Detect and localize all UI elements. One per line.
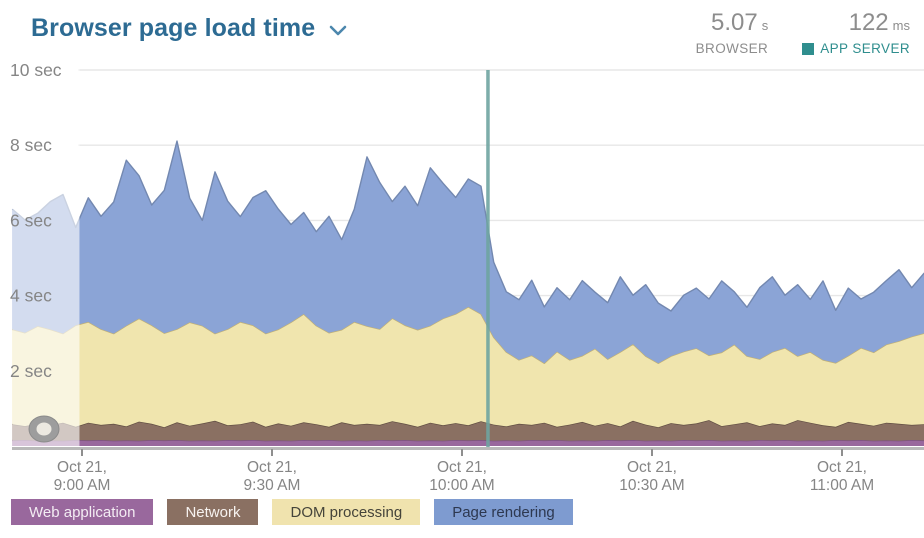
widget-header: Browser page load time 5.07 s BROWSER 122… [0, 0, 924, 57]
legend-page-rendering[interactable]: Page rendering [434, 499, 573, 525]
legend-web-application[interactable]: Web application [11, 499, 154, 525]
faded-history-region [12, 69, 80, 447]
x-tick-label: 9:00 AM [54, 477, 111, 494]
chart-legend: Web application Network DOM processing P… [11, 499, 573, 525]
browser-label: BROWSER [695, 41, 769, 56]
summary-metrics: 5.07 s BROWSER 122 ms APP SERVER [695, 9, 910, 57]
chevron-down-icon [329, 25, 347, 36]
browser-value: 5.07 s [710, 9, 769, 36]
legend-network[interactable]: Network [167, 499, 259, 525]
app-server-label: APP SERVER [802, 41, 910, 56]
x-tick-label: Oct 21, [627, 459, 677, 476]
x-tick-label: Oct 21, [817, 459, 867, 476]
time-window-handle-center [36, 422, 52, 436]
x-tick-label: 9:30 AM [244, 477, 301, 494]
x-tick-label: Oct 21, [247, 459, 297, 476]
x-tick-label: 10:00 AM [429, 477, 495, 494]
area-page-rendering [12, 141, 924, 364]
legend-dom-processing[interactable]: DOM processing [272, 499, 421, 525]
app-server-value: 122 ms [848, 9, 910, 36]
y-tick-label: 2 sec [10, 361, 52, 381]
y-tick-label: 8 sec [10, 135, 52, 155]
x-axis-line [12, 447, 924, 450]
area-dom-processing [12, 306, 924, 428]
app-server-swatch-icon [802, 42, 815, 55]
edge-page-rendering [11, 140, 924, 312]
x-tick-label: 10:30 AM [619, 477, 685, 494]
metric-browser[interactable]: 5.07 s BROWSER [695, 9, 769, 57]
x-tick-label: 11:00 AM [810, 477, 874, 494]
chart-title-dropdown[interactable]: Browser page load time [31, 14, 347, 43]
y-tick-label: 4 sec [10, 286, 52, 306]
metric-app-server[interactable]: 122 ms APP SERVER [802, 10, 910, 56]
area-web-application [12, 440, 924, 446]
page-title: Browser page load time [31, 14, 316, 42]
y-tick-label: 10 sec [10, 60, 62, 80]
x-tick-label: Oct 21, [57, 459, 107, 476]
y-tick-label: 6 sec [10, 210, 52, 230]
x-tick-label: Oct 21, [437, 459, 487, 476]
area-network [12, 420, 924, 441]
